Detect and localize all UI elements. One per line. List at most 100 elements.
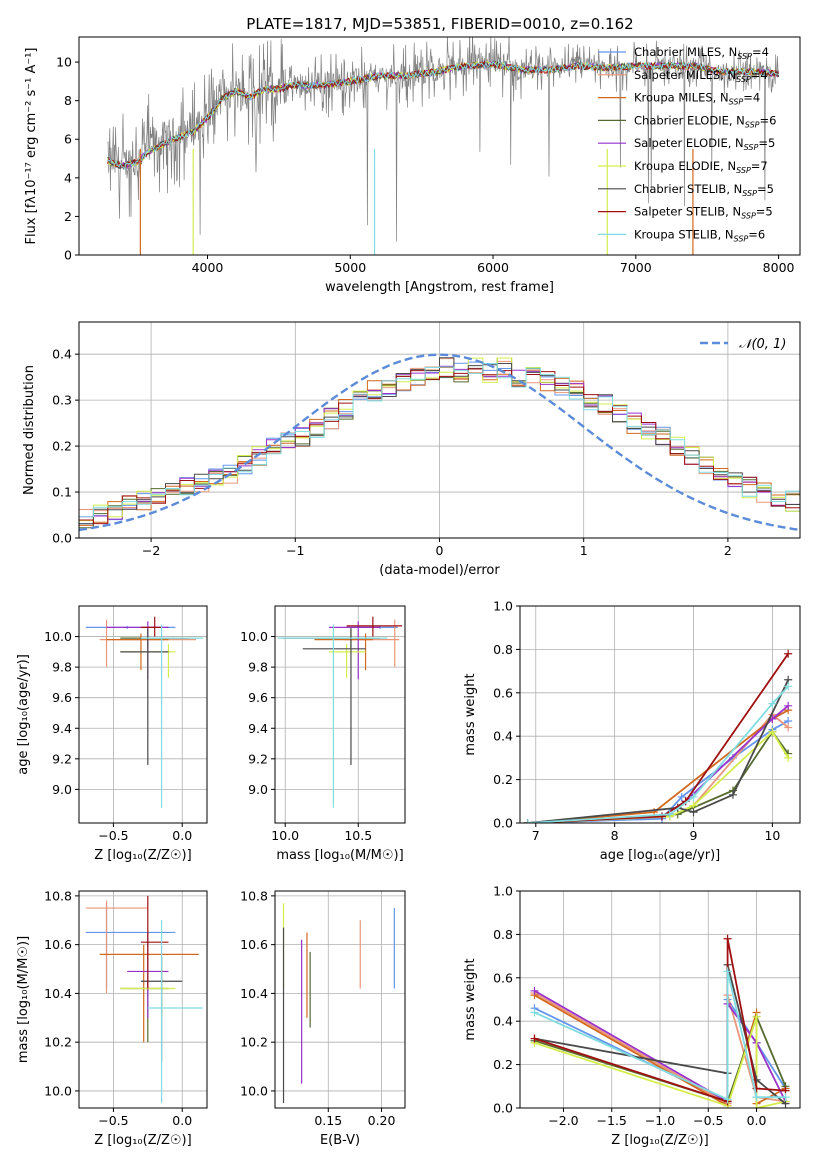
x-tick-label: −2.0 bbox=[548, 1113, 578, 1128]
y-tick-label: 8 bbox=[64, 93, 72, 108]
y-tick-label: 10.0 bbox=[240, 1083, 268, 1098]
x-tick-label: −0.5 bbox=[98, 828, 128, 843]
errorbar-point bbox=[302, 628, 366, 765]
mass-weight-line bbox=[527, 709, 789, 823]
y-tick-label: 0.3 bbox=[52, 393, 72, 408]
legend-label-tail: =5 bbox=[757, 182, 774, 196]
x-tick-label: 8000 bbox=[763, 260, 795, 275]
axes-frame bbox=[274, 890, 406, 1109]
y-tick-label: 0.4 bbox=[52, 347, 72, 362]
plot-area bbox=[85, 895, 203, 1104]
legend-label-main: Salpeter STELIB, N bbox=[634, 205, 741, 219]
legend-label-main: Salpeter MILES, N bbox=[634, 68, 736, 82]
mass-weight-marker bbox=[523, 819, 532, 823]
x-tick-label: 1 bbox=[580, 543, 588, 558]
plot-area bbox=[523, 649, 793, 823]
y-tick-label: 9.0 bbox=[52, 782, 72, 797]
mass-weight-marker bbox=[752, 1104, 761, 1108]
y-tick-label: 10.4 bbox=[44, 986, 72, 1001]
legend-label-tail: =4 bbox=[751, 68, 768, 82]
gaussian-curve bbox=[79, 353, 800, 532]
legend-label-subscript: SSP bbox=[737, 52, 752, 61]
y-tick-label: 1.0 bbox=[493, 599, 513, 614]
x-tick-label: 0.0 bbox=[747, 1113, 767, 1128]
x-tick-label: 0.0 bbox=[172, 1113, 192, 1128]
mass-weight-line bbox=[527, 705, 789, 823]
panel-spectrum: 4000 5000 6000 7000 8000 0 2 4 6 8 10 wavelength [A… bbox=[24, 36, 801, 295]
residual-histogram bbox=[79, 363, 800, 538]
y-tick-label: 0.0 bbox=[493, 1101, 513, 1116]
axes-frame bbox=[78, 605, 208, 824]
plot-area bbox=[85, 616, 203, 808]
model-spectrum bbox=[107, 60, 779, 171]
legend-label-tail: =5 bbox=[756, 205, 773, 219]
y-axis-label: mass weight bbox=[463, 958, 478, 1040]
y-axis-label: age [log₁₀(age/yr)] bbox=[16, 654, 31, 775]
y-tick-label: 0.0 bbox=[52, 531, 72, 546]
y-tick-label: 9.6 bbox=[52, 690, 72, 705]
y-tick-label: 0.2 bbox=[493, 772, 513, 787]
errorbar-point bbox=[85, 900, 148, 994]
y-tick-label: 10.2 bbox=[240, 1035, 268, 1050]
legend-label-subscript: SSP bbox=[745, 120, 760, 129]
panel-mass-vs-EBV: 0.15 0.20 10.0 10.2 10.4 10.6 10.8 E(B-V) bbox=[240, 888, 406, 1148]
x-tick-label: −1.5 bbox=[597, 1113, 627, 1128]
y-tick-label: 9.8 bbox=[52, 660, 72, 675]
legend-label-main: Chabrier ELODIE, N bbox=[634, 113, 745, 127]
mass-weight-marker bbox=[728, 790, 737, 799]
legend-label-subscript: SSP bbox=[741, 212, 756, 221]
legend-label-subscript: SSP bbox=[734, 234, 749, 243]
y-tick-label: 9.6 bbox=[248, 690, 268, 705]
x-axis-label: mass [log₁₀(M/M☉)] bbox=[276, 848, 403, 863]
legend-label-subscript: SSP bbox=[729, 98, 744, 107]
errorbar-point bbox=[99, 944, 199, 1043]
x-axis-label: (data-model)/error bbox=[379, 563, 500, 578]
axes-frame bbox=[519, 605, 801, 824]
legend-label-main: Kroupa MILES, N bbox=[634, 91, 729, 105]
legend-label: Salpeter MILES, NSSP=4 bbox=[634, 68, 768, 84]
y-tick-label: 9.2 bbox=[52, 751, 72, 766]
y-tick-label: 10.6 bbox=[240, 937, 268, 952]
legend-label: Salpeter ELODIE, NSSP=5 bbox=[634, 136, 775, 152]
y-tick-label: 10.4 bbox=[240, 986, 268, 1001]
x-tick-label: −0.5 bbox=[693, 1113, 723, 1128]
figure-title: PLATE=1817, MJD=53851, FIBERID=0010, z=0… bbox=[246, 15, 633, 33]
x-tick-label: 5000 bbox=[334, 260, 366, 275]
mass-weight-marker bbox=[784, 753, 793, 762]
errorbar-point bbox=[277, 624, 388, 808]
mass-weight-marker bbox=[768, 699, 777, 708]
legend-label: Salpeter STELIB, NSSP=5 bbox=[634, 205, 773, 221]
mass-weight-marker bbox=[657, 812, 666, 821]
errorbar-point bbox=[140, 616, 162, 637]
mass-weight-marker bbox=[530, 986, 539, 995]
y-axis-label: Flux [fλ10⁻¹⁷ erg cm⁻² s⁻¹ A⁻¹] bbox=[24, 48, 39, 245]
y-tick-label: 9.0 bbox=[248, 782, 268, 797]
legend-label-tail: =5 bbox=[758, 136, 775, 150]
y-tick-label: 1.0 bbox=[493, 884, 513, 899]
mass-weight-marker bbox=[689, 792, 698, 801]
x-tick-label: −2 bbox=[142, 543, 160, 558]
y-tick-label: 9.2 bbox=[248, 751, 268, 766]
mass-weight-marker bbox=[784, 723, 793, 732]
x-tick-label: −1 bbox=[286, 543, 304, 558]
y-tick-label: 9.4 bbox=[248, 721, 268, 736]
y-tick-label: 10.0 bbox=[44, 629, 72, 644]
y-tick-label: 0.2 bbox=[52, 439, 72, 454]
mass-weight-marker bbox=[784, 682, 793, 691]
y-tick-label: 0.4 bbox=[493, 1014, 513, 1029]
mass-weight-marker bbox=[768, 727, 777, 736]
x-tick-label: 7 bbox=[532, 828, 540, 843]
errorbar-point bbox=[120, 628, 169, 765]
mass-weight-marker bbox=[784, 649, 793, 658]
mass-weight-marker bbox=[530, 1008, 539, 1017]
y-tick-label: 10.8 bbox=[240, 888, 268, 903]
legend-label: 𝒩(0, 1) bbox=[739, 337, 786, 352]
panel-mass-vs-Z: −0.5 0.0 10.0 10.2 10.4 10.6 10.8 Z [log₁₀(Z/Z☉… bbox=[16, 888, 208, 1148]
mass-weight-marker bbox=[781, 1093, 790, 1102]
axes-frame bbox=[78, 36, 801, 256]
panel-age-vs-mass: 10.0 10.5 9.0 9.2 9.4 9.6 9.8 10.0 mass [log₁₀(M… bbox=[240, 605, 406, 863]
errorbar-point bbox=[329, 644, 366, 678]
x-tick-label: 7000 bbox=[620, 260, 652, 275]
